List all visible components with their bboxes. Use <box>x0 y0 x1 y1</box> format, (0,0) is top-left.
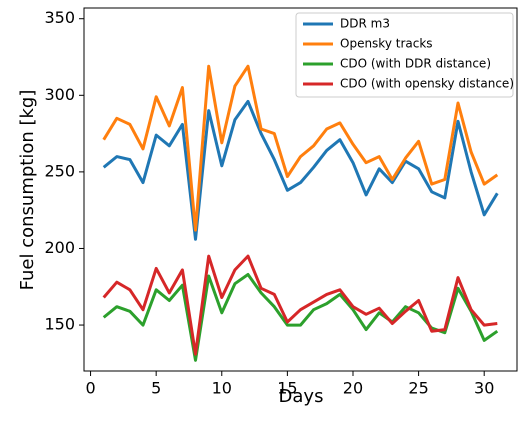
y-axis: 150 200 250 300 350 <box>44 8 84 334</box>
y-tick-label: 250 <box>44 161 75 180</box>
x-tick-label: 30 <box>474 379 494 398</box>
y-axis-label: Fuel consumption [kg] <box>17 90 38 291</box>
plot-area <box>102 64 499 362</box>
y-tick-label: 200 <box>44 238 75 257</box>
x-tick-label: 5 <box>151 379 161 398</box>
legend-label-1: Opensky tracks <box>340 37 433 51</box>
x-axis: 0 5 10 15 20 25 30 <box>85 371 494 398</box>
y-tick-label: 150 <box>44 315 75 334</box>
plot-frame <box>83 7 518 372</box>
series-line-2 <box>102 273 499 362</box>
x-tick-label: 0 <box>85 379 95 398</box>
x-axis-label: Days <box>279 386 324 407</box>
legend-box <box>295 12 514 98</box>
y-tick-label: 300 <box>44 85 75 104</box>
legend-label-3: CDO (with opensky distance) <box>340 77 514 91</box>
x-tick-label: 25 <box>408 379 428 398</box>
legend-label-2: CDO (with DDR distance) <box>340 57 491 71</box>
x-tick-label: 10 <box>212 379 232 398</box>
series-line-3 <box>102 254 498 356</box>
y-tick-label: 350 <box>44 8 75 27</box>
legend: DDR m3 Opensky tracks CDO (with DDR distan… <box>295 12 514 98</box>
x-tick-label: 15 <box>277 379 297 398</box>
legend-label-0: DDR m3 <box>340 17 390 31</box>
series-line-1 <box>102 64 499 232</box>
x-tick-label: 20 <box>343 379 363 398</box>
series-line-0 <box>102 99 499 241</box>
